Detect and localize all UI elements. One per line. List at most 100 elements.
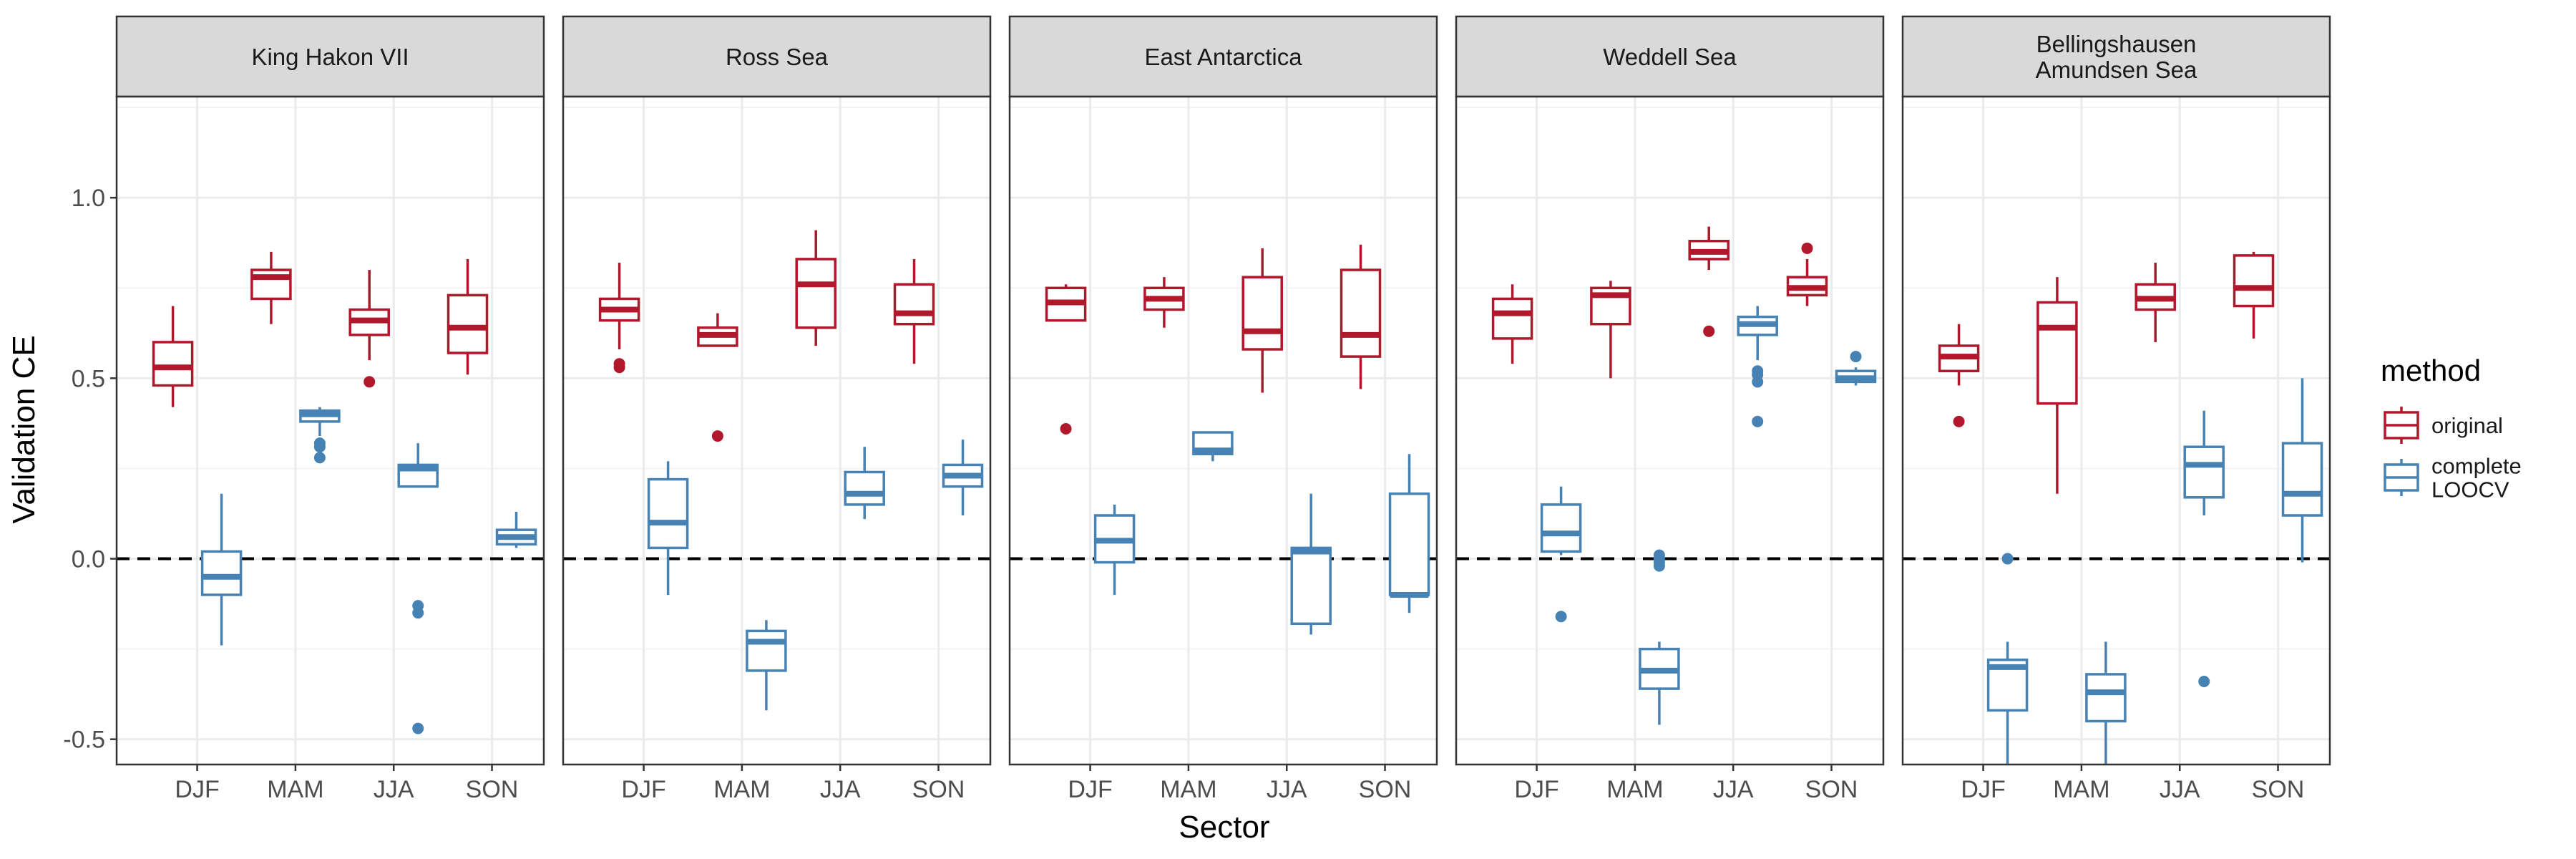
facet-panel: East Antarctica DJF MAM JJA SON [1008,15,1438,803]
facet-strip [562,15,992,98]
box-loocv-mam [2085,641,2127,765]
box-loocv-son [495,511,537,548]
x-tick-label: MAM [267,776,323,803]
facet-title: Amundsen Sea [2036,57,2197,83]
box-original-mam [2036,277,2078,494]
box-iqr [1540,503,1582,553]
x-tick-label: JJA [374,776,414,803]
box-loocv-jja [1290,493,1332,635]
x-tick-label: SON [466,776,519,803]
box-original-jja [348,270,390,388]
facet-title: Bellingshausen [2036,31,2197,57]
facet-strip [115,15,545,98]
y-axis-title: Validation CE [6,335,42,523]
outlier-point [1752,415,1764,427]
outlier-point [2001,553,2014,565]
facet-panel: King Hakon VII DJF MAM JJA SON [115,15,545,803]
outlier-point [1703,325,1715,337]
y-tick-label: 1.0 [72,185,105,212]
box-loocv-jja [844,447,885,520]
x-tick-label: DJF [175,776,219,803]
outlier-point [1850,351,1862,363]
legend-title: method [2381,354,2481,387]
box-iqr [2036,301,2078,405]
outlier-point [2198,676,2210,688]
box-iqr [893,283,935,326]
box-loocv-mam [1192,431,1234,462]
box-loocv-djf [1986,553,2029,765]
facet-strip [1008,15,1438,98]
box-loocv-djf [1540,486,1582,623]
box-original-mam [1143,277,1185,328]
box-iqr [2281,442,2323,517]
x-tick-label: MAM [2053,776,2109,803]
box-iqr [1241,276,1283,351]
x-tick-label: JJA [1267,776,1307,803]
box-original-jja [2135,262,2176,342]
box-original-son [447,258,489,375]
box-original-son [1786,242,1828,306]
x-tick-label: MAM [1606,776,1663,803]
box-loocv-jja [397,443,439,734]
x-tick-label: JJA [1713,776,1754,803]
x-tick-label: JJA [2160,776,2200,803]
box-loocv-djf [200,493,243,646]
boxes [598,230,984,711]
panel-border [1455,95,1885,766]
legend-key-original: original [2384,407,2503,444]
legend-label: complete [2431,454,2522,479]
y-tick-label: -0.5 [63,727,105,754]
facet-title: East Antarctica [1144,44,1302,70]
facet-panel: Ross Sea DJF MAM JJA SON [562,15,992,803]
box-loocv-mam [1639,549,1680,725]
box-original-jja [1688,226,1729,337]
box-iqr [447,293,489,354]
box-iqr [1340,268,1382,358]
box-original-son [2233,251,2275,339]
outlier-point [364,376,376,388]
x-tick-label: DJF [1514,776,1558,803]
box-original-djf [152,306,194,407]
box-loocv-djf [1093,504,1136,595]
panel-border [1901,95,2331,766]
x-tick-label: SON [1805,776,1858,803]
outlier-point [412,722,424,734]
y-tick-label: 0.5 [72,365,105,392]
y-tick-label: 0.0 [72,546,105,573]
box-iqr [152,341,194,387]
boxes [1938,251,2323,765]
x-tick-label: SON [1359,776,1412,803]
box-original-jja [1241,248,1283,393]
box-original-mam [250,251,292,324]
box-loocv-djf [647,461,689,595]
x-tick-label: SON [912,776,965,803]
box-iqr [2233,254,2275,308]
boxes [152,251,537,734]
x-tick-label: MAM [713,776,770,803]
box-original-djf [598,262,640,374]
outlier-point [1752,376,1764,388]
panel-background [1903,97,2330,765]
box-original-djf [1045,284,1087,435]
box-iqr [1388,492,1430,596]
box-iqr [1491,297,1533,340]
box-iqr [795,258,836,329]
facet-title: Ross Sea [726,44,829,70]
x-axis-title: Sector [1179,810,1269,845]
box-loocv-jja [1737,306,1778,427]
box-original-djf [1491,284,1533,364]
box-loocv-son [942,440,984,516]
panel-background [1010,97,1437,765]
panel-border [115,95,545,766]
boxes [1045,244,1430,635]
outlier-point [313,441,326,453]
outlier-point [412,607,424,619]
y-axis: -0.5 0.0 0.5 1.0 [63,185,117,754]
box-iqr [200,550,243,596]
outlier-point [1801,242,1813,254]
facet-strip [1455,15,1885,98]
box-iqr [2183,445,2225,499]
box-iqr [746,629,787,672]
box-original-son [893,258,935,364]
